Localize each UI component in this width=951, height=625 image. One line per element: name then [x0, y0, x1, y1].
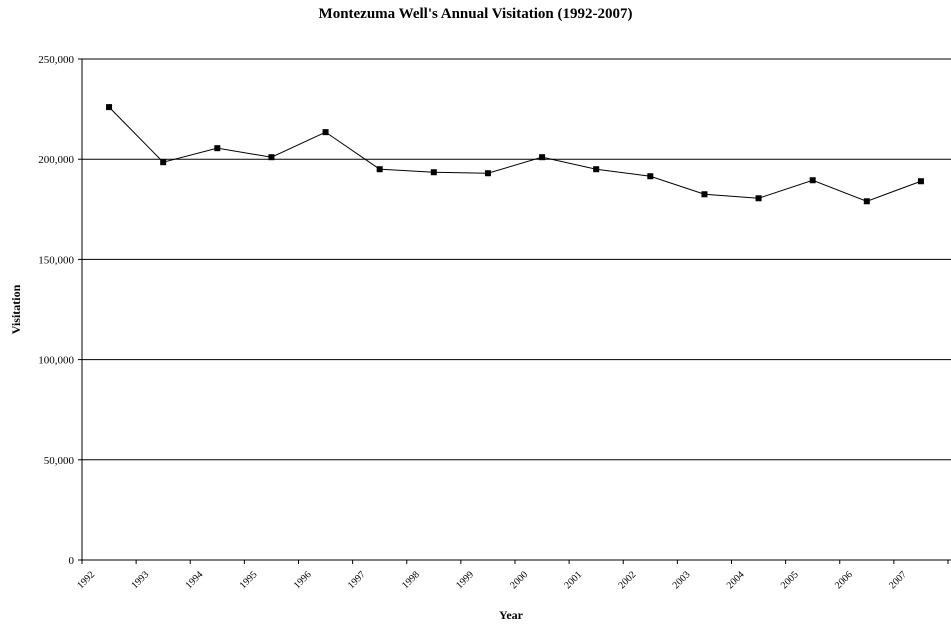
data-point-marker: [701, 191, 708, 198]
data-point-marker: [322, 129, 329, 136]
data-point-marker: [484, 170, 491, 177]
x-axis-label: Year: [499, 608, 524, 622]
data-point-marker: [268, 154, 275, 161]
series-line: [108, 106, 922, 202]
data-point-marker: [593, 166, 600, 173]
x-tick-label: 2001: [562, 569, 584, 591]
chart-title: Montezuma Well's Annual Visitation (1992…: [318, 6, 633, 22]
gridlines: [78, 58, 951, 564]
data-point-marker: [809, 177, 816, 184]
data-point-marker: [917, 178, 924, 185]
x-tick-label: 2007: [887, 569, 909, 591]
y-tick-label: 200,000: [38, 154, 74, 166]
data-point-marker: [863, 198, 870, 205]
x-tick-label: 2004: [725, 569, 747, 591]
x-tick-label: 2003: [671, 569, 693, 591]
y-tick-label: 250,000: [38, 54, 74, 66]
data-point-marker: [106, 104, 113, 111]
x-tick-label: 1994: [184, 569, 206, 591]
y-tick-label: 100,000: [38, 355, 74, 367]
axes: [81, 59, 951, 561]
x-tick-label: 1998: [400, 569, 422, 591]
x-tick-label: 1992: [75, 569, 97, 591]
y-axis-label: Visitation: [9, 284, 23, 334]
y-tick-label: 0: [69, 555, 75, 567]
y-tick-label: 150,000: [38, 254, 74, 266]
x-tick-label: 1993: [129, 569, 151, 591]
x-tick-label: 2006: [833, 569, 855, 591]
x-tick-labels: 1992 1993 1994 1995 1996 1997 1998 1999 2000 2001…: [75, 569, 909, 591]
x-tick-label: 1995: [238, 569, 260, 591]
data-point-marker: [430, 169, 437, 176]
data-point-marker: [376, 166, 383, 173]
x-tick-label: 1996: [292, 569, 314, 591]
data-point-marker: [647, 173, 654, 180]
data-point-marker: [160, 159, 167, 166]
x-tick-label: 2005: [779, 569, 801, 591]
x-tick-label: 2002: [617, 569, 639, 591]
x-tick-label: 2000: [508, 569, 530, 591]
data-point-marker: [755, 195, 762, 202]
data-point-marker: [539, 154, 546, 161]
x-tick-label: 1997: [346, 569, 368, 591]
x-tick-label: 1999: [454, 569, 476, 591]
y-tick-label: 50,000: [44, 455, 75, 467]
data-point-marker: [214, 145, 221, 152]
series-visitation: [106, 104, 924, 205]
y-tick-labels: 0 50,000 100,000 150,000 200,000 250,000: [38, 54, 74, 567]
